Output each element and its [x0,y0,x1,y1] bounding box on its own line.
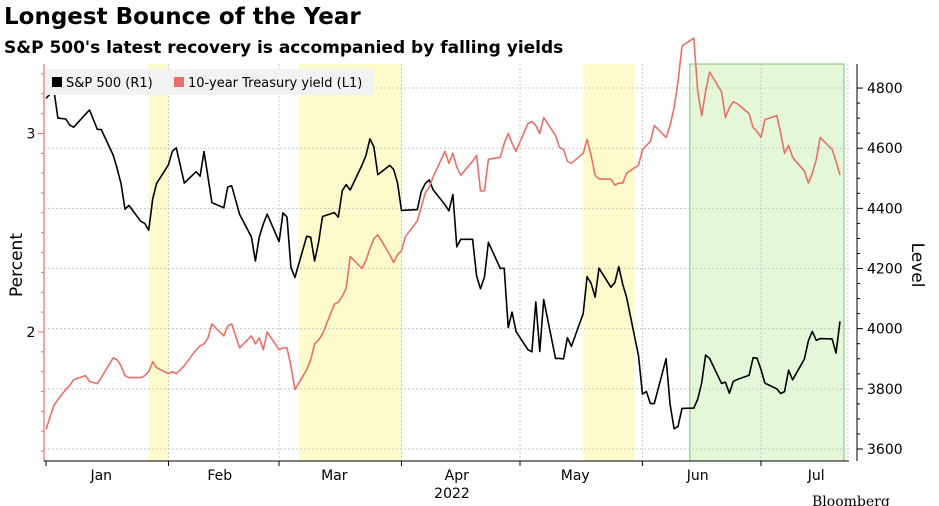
right-tick-label-3: 4200 [867,262,903,278]
left-axis-label: Percent [7,233,27,297]
axes: 3600 3800 4000 4200 4400 4600 4800 2 3 Jan Feb Mar A… [27,64,903,484]
source-credit: Bloomberg [812,494,890,506]
chart-title: Longest Bounce of the Year [4,4,361,30]
x-tick-label-2: Mar [321,468,348,484]
x-tick-label-6: Jul [807,468,825,484]
right-axis-label: Level [907,243,927,288]
yellow-band-0 [148,64,169,461]
spx-line [45,89,841,430]
legend-background [46,69,373,95]
right-tick-label-0: 3600 [867,442,903,458]
right-tick-label-4: 4400 [867,201,903,217]
left-tick-label-0: 2 [27,325,36,341]
right-tick-label-5: 4600 [867,141,903,157]
legend: S&P 500 (R1) 10-year Treasury yield (L1) [46,69,373,95]
series-lines [45,37,841,430]
yield-line [45,37,841,430]
legend-label-spx: S&P 500 (R1) [66,76,153,91]
green-band [689,63,845,462]
legend-swatch-yield [174,77,184,87]
chart-subtitle: S&P 500's latest recovery is accompanied… [4,38,564,58]
x-axis-year-label: 2022 [434,486,470,502]
legend-label-yield: 10-year Treasury yield (L1) [188,76,362,91]
x-tick-label-0: Jan [89,468,112,484]
right-tick-label-2: 4000 [867,322,903,338]
legend-swatch-spx [52,77,62,87]
left-tick-label-1: 3 [27,126,36,142]
yellow-band-2 [583,64,635,461]
highlight-bands [148,63,845,462]
x-tick-label-1: Feb [207,468,232,484]
x-tick-label-4: May [561,468,590,484]
right-tick-label-1: 3800 [867,382,903,398]
right-tick-label-6: 4800 [867,81,903,97]
x-tick-label-3: Apr [445,468,469,484]
x-tick-label-5: Jun [686,468,709,484]
